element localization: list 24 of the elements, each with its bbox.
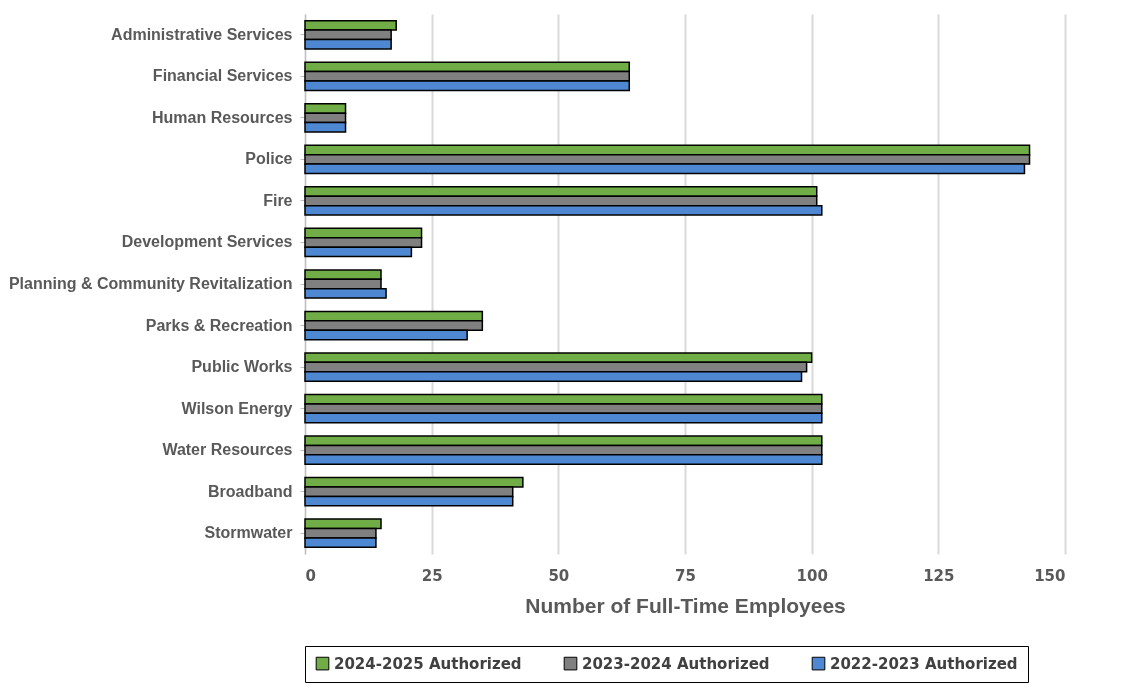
y-tick-label: Human Resources: [152, 108, 293, 126]
x-tick-label: 50: [548, 566, 570, 585]
x-tick-label: 100: [796, 566, 828, 585]
x-tick-label: 75: [675, 566, 696, 585]
x-tick-label: 125: [923, 566, 955, 585]
y-tick-label: Broadband: [208, 482, 293, 500]
y-tick-label: Wilson Energy: [181, 399, 293, 417]
y-tick-label: Administrative Services: [111, 25, 293, 43]
y-tick-label: Parks & Recreation: [145, 316, 293, 334]
x-tick-label: 150: [1034, 566, 1066, 585]
y-tick-label: Police: [245, 150, 293, 168]
y-tick-label: Financial Services: [152, 67, 293, 85]
y-tick-label: Water Resources: [162, 441, 293, 459]
y-tick-label: Fire: [263, 191, 293, 209]
x-tick-label: 0: [305, 566, 316, 585]
y-tick-label: Development Services: [121, 233, 293, 251]
y-tick-label: Planning & Community Revitalization: [8, 275, 293, 292]
x-tick-label: 25: [421, 566, 443, 585]
y-tick-label: Public Works: [191, 358, 293, 376]
x-axis-title: Number of Full-Time Employees: [525, 593, 846, 617]
y-tick-label: Stormwater: [204, 524, 293, 542]
legend-label: 2023-2024 Authorized: [582, 654, 770, 673]
legend-label: 2022-2023 Authorized: [830, 654, 1018, 673]
legend-label: 2024-2025 Authorized: [334, 654, 522, 673]
